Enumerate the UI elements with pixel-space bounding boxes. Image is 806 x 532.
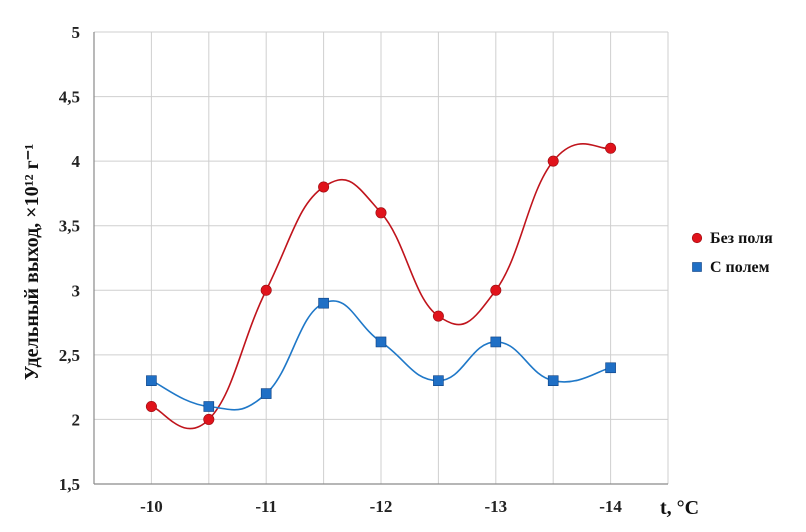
data-point-series-2 — [146, 375, 157, 386]
data-point-series-1 — [547, 155, 559, 167]
data-point-series-2 — [260, 388, 272, 399]
y-tick-label: 3 — [72, 281, 81, 300]
data-point-series-1 — [260, 284, 272, 296]
data-point-series-1 — [375, 207, 387, 219]
legend-label-series-2: С полем — [710, 259, 770, 276]
y-tick-label: 2,5 — [59, 346, 80, 365]
legend-marker-series-1 — [691, 232, 703, 244]
data-point-series-2 — [433, 375, 444, 386]
data-point-series-1 — [318, 181, 330, 193]
grid — [93, 31, 669, 485]
data-point-series-2 — [203, 401, 215, 412]
x-tick-label: -10 — [140, 497, 163, 516]
data-point-series-2 — [605, 362, 616, 374]
y-tick-label: 4,5 — [59, 88, 80, 107]
legend-marker-series-2 — [692, 262, 702, 272]
legend: Без поля С полем — [691, 230, 773, 276]
data-point-series-1 — [203, 413, 215, 425]
x-tick-label: -14 — [599, 497, 622, 516]
y-tick-labels: 1,5 2 2,5 3 3,5 4 4,5 5 — [59, 23, 81, 494]
data-point-series-2 — [318, 297, 329, 309]
x-axis-title: t, °C — [660, 497, 699, 519]
data-point-series-1 — [145, 401, 157, 413]
data-point-series-1 — [490, 284, 502, 296]
y-tick-label: 2 — [72, 410, 81, 429]
y-tick-label: 5 — [72, 23, 81, 42]
data-point-series-2 — [547, 375, 559, 386]
data-point-series-2 — [490, 336, 502, 348]
y-axis-title: Удельный выход, ×10¹² г⁻¹ — [21, 144, 43, 380]
data-point-series-1 — [432, 310, 444, 322]
data-point-series-2 — [375, 336, 387, 348]
y-tick-label: 4 — [72, 152, 81, 171]
data-point-series-1 — [605, 142, 617, 154]
x-tick-labels: -10 -11 -12 -13 -14 — [140, 497, 622, 516]
legend-label-series-1: Без поля — [710, 230, 773, 247]
x-tick-label: -11 — [255, 497, 277, 516]
y-tick-label: 3,5 — [59, 217, 80, 236]
y-tick-label: 1,5 — [59, 475, 80, 494]
x-tick-label: -13 — [484, 497, 507, 516]
x-tick-label: -12 — [370, 497, 393, 516]
data-points — [145, 142, 617, 425]
axes — [93, 32, 668, 485]
